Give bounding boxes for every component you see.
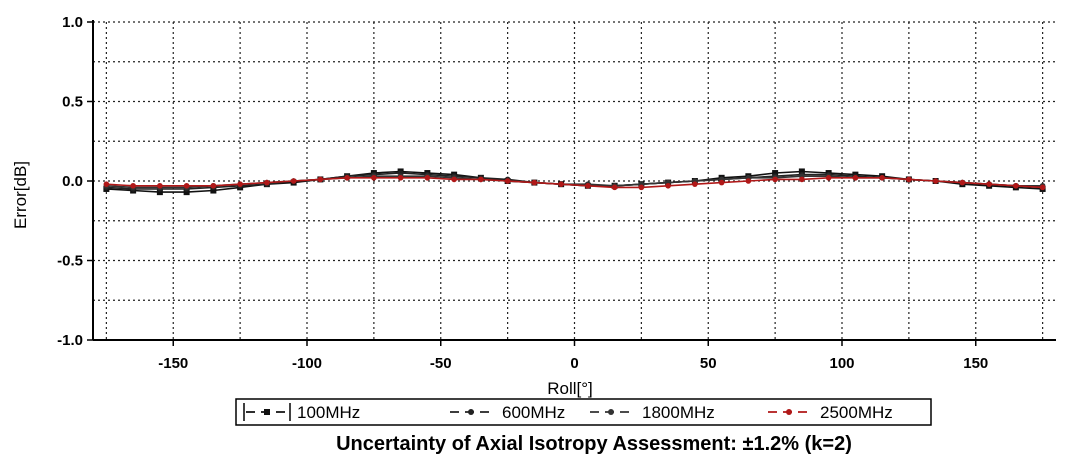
- x-axis-title: Roll[°]: [547, 379, 593, 398]
- legend-marker: [264, 409, 270, 415]
- data-point: [157, 182, 163, 189]
- x-tick-label: -100: [292, 355, 322, 372]
- data-point: [879, 175, 885, 181]
- chart-caption: Uncertainty of Axial Isotropy Assessment…: [336, 433, 852, 455]
- y-tick-label: 1.0: [62, 14, 83, 31]
- data-point: [959, 179, 966, 186]
- series-2500MHz: [103, 175, 1046, 191]
- data-point: [531, 179, 538, 186]
- x-tick-label: 150: [963, 355, 988, 372]
- data-point: [852, 175, 859, 181]
- data-point: [317, 176, 324, 183]
- data-point: [692, 181, 698, 187]
- data-point: [424, 175, 431, 181]
- legend-item-2500MHz: 2500MHz: [768, 403, 893, 422]
- data-point: [264, 179, 270, 186]
- x-tick-label: -50: [430, 355, 452, 372]
- series-group: [103, 168, 1046, 196]
- legend-marker: [786, 409, 792, 415]
- legend-item-600MHz: 600MHz: [450, 403, 565, 422]
- legend-marker: [608, 409, 614, 415]
- grid: [93, 21, 1056, 340]
- x-tick-label: -150: [158, 355, 188, 372]
- axis-ticks: -150 -100 -50 0 50 100 150 -1.0 -0.5 0.0 0.5 1.0: [57, 14, 988, 372]
- data-point: [665, 182, 671, 189]
- data-point: [210, 182, 217, 189]
- data-point: [478, 176, 484, 183]
- x-tick-label: 100: [829, 355, 854, 372]
- x-tick-label: 50: [700, 355, 717, 372]
- data-point: [798, 168, 805, 175]
- data-point: [745, 178, 752, 184]
- data-point: [237, 181, 243, 187]
- data-point: [558, 181, 564, 187]
- data-point: [772, 176, 778, 183]
- y-axis-title: Error[dB]: [11, 161, 30, 229]
- legend-label: 2500MHz: [820, 403, 893, 422]
- x-tick-label: 0: [570, 355, 578, 372]
- data-point: [638, 184, 645, 191]
- y-tick-label: -1.0: [57, 332, 83, 349]
- y-tick-label: -0.5: [57, 253, 83, 270]
- data-point: [932, 178, 939, 184]
- data-point: [1039, 184, 1046, 191]
- y-tick-label: 0.0: [62, 173, 83, 190]
- data-point: [130, 182, 136, 189]
- data-point: [585, 182, 591, 189]
- legend-item-100MHz: 100MHz: [243, 403, 360, 422]
- data-point: [183, 182, 190, 189]
- data-point: [611, 184, 618, 191]
- legend-item-1800MHz: 1800MHz: [590, 403, 715, 422]
- data-point: [397, 175, 404, 181]
- data-point: [986, 181, 992, 187]
- legend-label: 1800MHz: [642, 403, 715, 422]
- data-point: [906, 176, 912, 183]
- data-point: [772, 170, 779, 177]
- data-point: [290, 178, 297, 184]
- legend-label: 600MHz: [502, 403, 565, 422]
- data-point: [183, 189, 190, 196]
- data-point: [156, 189, 163, 196]
- data-point: [718, 179, 725, 186]
- legend: 100MHz 600MHz 1800MHz 2500MHz: [235, 398, 932, 426]
- data-point: [371, 175, 377, 181]
- data-point: [825, 175, 832, 181]
- data-point: [103, 181, 110, 187]
- data-point: [1013, 182, 1019, 189]
- y-tick-label: 0.5: [62, 94, 83, 111]
- legend-box: [235, 398, 932, 426]
- data-point: [210, 187, 217, 194]
- data-point: [504, 178, 511, 184]
- data-point: [451, 176, 457, 183]
- series-line: [106, 177, 1043, 189]
- data-point: [799, 176, 805, 183]
- data-point: [344, 175, 350, 181]
- legend-marker: [468, 409, 474, 415]
- legend-label: 100MHz: [297, 403, 360, 422]
